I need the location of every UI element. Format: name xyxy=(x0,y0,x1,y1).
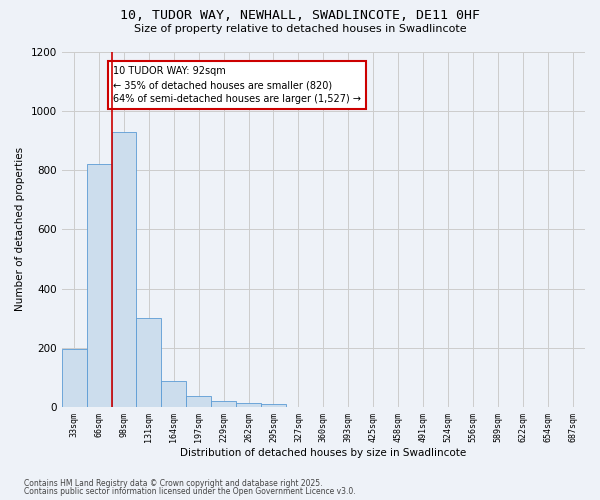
Text: 10 TUDOR WAY: 92sqm
← 35% of detached houses are smaller (820)
64% of semi-detac: 10 TUDOR WAY: 92sqm ← 35% of detached ho… xyxy=(113,66,361,104)
Bar xyxy=(236,402,261,407)
Bar xyxy=(186,396,211,407)
Text: 10, TUDOR WAY, NEWHALL, SWADLINCOTE, DE11 0HF: 10, TUDOR WAY, NEWHALL, SWADLINCOTE, DE1… xyxy=(120,9,480,22)
Bar xyxy=(161,381,186,407)
Bar xyxy=(86,164,112,407)
Bar xyxy=(261,404,286,407)
Text: Contains public sector information licensed under the Open Government Licence v3: Contains public sector information licen… xyxy=(24,487,356,496)
Bar xyxy=(136,318,161,407)
Bar xyxy=(112,132,136,407)
Bar xyxy=(62,350,86,407)
Text: Contains HM Land Registry data © Crown copyright and database right 2025.: Contains HM Land Registry data © Crown c… xyxy=(24,478,323,488)
Text: Size of property relative to detached houses in Swadlincote: Size of property relative to detached ho… xyxy=(134,24,466,34)
X-axis label: Distribution of detached houses by size in Swadlincote: Distribution of detached houses by size … xyxy=(180,448,466,458)
Bar xyxy=(211,400,236,407)
Y-axis label: Number of detached properties: Number of detached properties xyxy=(15,147,25,312)
